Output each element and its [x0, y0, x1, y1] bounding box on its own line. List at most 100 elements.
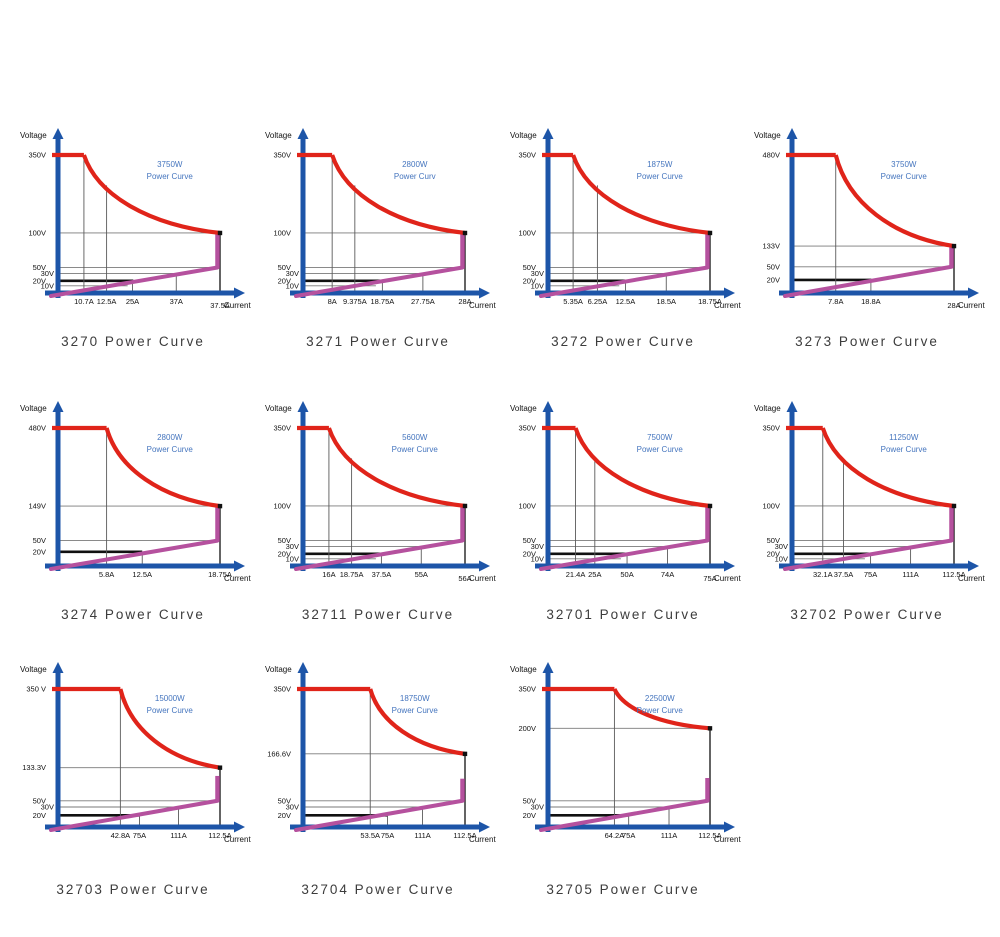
voltage-axis-arrow — [297, 401, 309, 412]
x-tick-label-9.375A: 9.375A — [343, 297, 367, 306]
power-rating-label: 2800W — [157, 433, 183, 442]
power-rating-label: 18750W — [400, 694, 430, 703]
y-tick-label-50V: 50V — [33, 796, 46, 805]
current-limit-line — [539, 538, 710, 571]
y-tick-label-200V: 200V — [518, 724, 536, 733]
y-tick-label-10V: 10V — [775, 554, 788, 563]
x-tick-label-75A: 75A — [703, 574, 716, 583]
x-tick-label-18.75A: 18.75A — [698, 297, 722, 306]
power-curve-decay — [326, 427, 466, 509]
current-axis-label: Current — [958, 574, 985, 583]
x-tick-label-56A: 56A — [458, 574, 471, 583]
voltage-axis-arrow — [542, 401, 554, 412]
power-curve-label: Power Curve — [147, 706, 194, 715]
y-tick-label-30V: 30V — [286, 802, 299, 811]
power-curve-label: Power Curve — [392, 706, 439, 715]
power-curve-chart-3274: Voltage Current 480V 149V 50V 20V 5.8A 12.5A 18.… — [10, 398, 256, 622]
power-curve-decay — [820, 427, 955, 509]
power-curve-decay — [571, 154, 711, 236]
voltage-axis-label: Voltage — [265, 131, 292, 140]
y-tick-label-100V: 100V — [518, 501, 536, 510]
x-tick-label-5.8A: 5.8A — [99, 570, 114, 579]
y-tick-label-10V: 10V — [531, 281, 544, 290]
x-tick-label-112.5A: 112.5A — [453, 831, 476, 840]
power-curve-chart-3270: Voltage Current 350V 100V 50V 30V 20V 10V 10.7A 1… — [10, 125, 256, 349]
y-tick-label-20V: 20V — [523, 276, 536, 285]
x-tick-label-12.5A: 12.5A — [132, 570, 152, 579]
power-curve-chart-32701: Voltage Current 350V 100V 50V 30V 20V 10V 21.4A 2… — [500, 398, 746, 622]
current-axis-label: Current — [714, 301, 741, 310]
chart-title-32701: 32701 Power Curve — [546, 607, 700, 622]
y-tick-label-30V: 30V — [531, 802, 544, 811]
power-curve-decay — [833, 154, 955, 249]
current-limit-line — [49, 265, 220, 298]
power-curve-chart-32704: Voltage Current 350V 166.6V 50V 30V 20V 53.5A 75… — [255, 659, 501, 897]
x-tick-label-10.7A: 10.7A — [74, 297, 94, 306]
x-tick-label-18.5A: 18.5A — [656, 297, 676, 306]
y-tick-label-30V: 30V — [41, 802, 54, 811]
power-curve-label: Power Curve — [881, 172, 928, 181]
power-rating-label: 7500W — [647, 433, 673, 442]
current-axis-arrow — [724, 560, 735, 572]
current-axis-arrow — [479, 287, 490, 299]
current-axis-arrow — [479, 560, 490, 572]
power-curve-decay — [573, 427, 711, 509]
vmax-label: 350V — [762, 424, 780, 433]
x-tick-label-16A: 16A — [322, 570, 335, 579]
voltage-axis-label: Voltage — [754, 404, 781, 413]
x-tick-label-111A: 111A — [902, 570, 918, 579]
y-tick-label-20V: 20V — [767, 275, 780, 284]
voltage-axis-arrow — [297, 662, 309, 673]
current-limit-line — [49, 538, 220, 571]
x-tick-label-112.5A: 112.5A — [942, 570, 965, 579]
y-tick-label-20V: 20V — [278, 549, 291, 558]
x-tick-label-37.5A: 37.5A — [372, 570, 392, 579]
y-tick-label-133V: 133V — [762, 242, 780, 251]
voltage-axis-arrow — [542, 662, 554, 673]
x-tick-label-55A: 55A — [415, 570, 428, 579]
power-curve-chart-3273: Voltage Current 480V 133V 50V 20V 7.8A 18.8A 28A… — [744, 125, 990, 349]
chart-canvas-3273: Voltage Current 480V 133V 50V 20V 7.8A 18.8A 28A… — [754, 128, 985, 310]
y-tick-label-133.3V: 133.3V — [22, 763, 46, 772]
current-axis-label: Current — [224, 835, 251, 844]
power-curve-decay — [81, 154, 221, 236]
x-tick-label-18.75A: 18.75A — [340, 570, 364, 579]
current-axis-arrow — [724, 821, 735, 833]
y-tick-label-30V: 30V — [41, 269, 54, 278]
curve-end-marker — [217, 230, 223, 236]
power-rating-label: 3750W — [891, 160, 917, 169]
y-tick-label-10V: 10V — [286, 554, 299, 563]
curve-end-marker — [707, 726, 713, 731]
y-tick-label-20V: 20V — [767, 549, 780, 558]
voltage-axis-label: Voltage — [510, 404, 537, 413]
current-limit-line — [49, 798, 220, 832]
chart-title-32705: 32705 Power Curve — [546, 882, 700, 897]
curve-end-marker — [462, 751, 468, 757]
power-curve-decay — [612, 687, 711, 731]
chart-title-32711: 32711 Power Curve — [301, 607, 455, 622]
y-tick-label-30V: 30V — [286, 542, 299, 551]
power-curve-chart-32711: Voltage Current 350V 100V 50V 30V 20V 10V 16A 18.… — [255, 398, 501, 622]
current-axis-label: Current — [469, 574, 496, 583]
voltage-axis-label: Voltage — [510, 665, 537, 674]
x-tick-label-37.5A: 37.5A — [834, 570, 854, 579]
y-tick-label-50V: 50V — [523, 263, 536, 272]
voltage-axis-label: Voltage — [510, 131, 537, 140]
current-axis-label: Current — [714, 835, 741, 844]
x-tick-label-111A: 111A — [170, 831, 186, 840]
power-rating-label: 15000W — [155, 694, 185, 703]
x-tick-label-18.8A: 18.8A — [861, 297, 881, 306]
power-curve-label: Power Curve — [881, 445, 928, 454]
voltage-axis-label: Voltage — [20, 665, 47, 674]
x-tick-label-111A: 111A — [414, 831, 430, 840]
y-tick-label-50V: 50V — [278, 536, 291, 545]
power-curve-decay — [368, 688, 466, 756]
y-tick-label-20V: 20V — [33, 276, 46, 285]
y-tick-label-50V: 50V — [278, 263, 291, 272]
y-tick-label-100V: 100V — [273, 501, 291, 510]
vmax-label: 350V — [518, 424, 536, 433]
